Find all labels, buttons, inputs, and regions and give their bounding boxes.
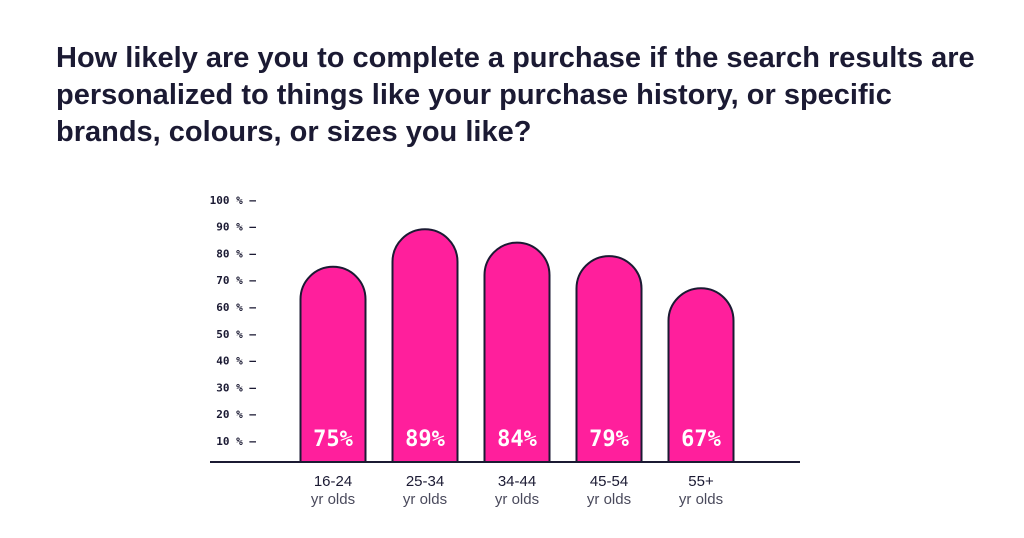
bar-value-label: 79%: [589, 427, 629, 452]
y-axis: 10 % — 20 % — 30 % — 40 % — 50 % — 60 % — 70 %…: [210, 194, 257, 448]
y-tick-label: 30 % —: [216, 381, 256, 394]
bar-4: [667, 287, 735, 463]
bar-value-label: 84%: [497, 427, 537, 452]
x-tick-sublabel: yr olds: [403, 491, 447, 508]
bars-group: 75% 89% 84% 79% 67%: [299, 228, 735, 463]
y-tick-label: 100 % —: [210, 194, 257, 207]
x-tick-label: 25-34: [406, 473, 444, 490]
y-tick-label: 80 % —: [216, 247, 256, 260]
y-tick-label: 40 % —: [216, 355, 256, 368]
y-tick-label: 90 % —: [216, 221, 256, 234]
bar-value-label: 89%: [405, 427, 445, 452]
x-tick-label: 16-24: [314, 473, 352, 490]
x-tick-sublabel: yr olds: [587, 491, 631, 508]
y-tick-label: 50 % —: [216, 328, 256, 341]
bar-2: [483, 241, 551, 463]
y-tick-label: 60 % —: [216, 301, 256, 314]
chart-title: How likely are you to complete a purchas…: [56, 42, 975, 148]
bar-3: [575, 255, 643, 463]
x-tick-sublabel: yr olds: [495, 491, 539, 508]
x-tick-sublabel: yr olds: [679, 491, 723, 508]
x-tick-label: 45-54: [590, 473, 628, 490]
bar-0: [299, 265, 367, 463]
x-tick-sublabel: yr olds: [311, 491, 355, 508]
x-tick-label: 55+: [688, 473, 714, 490]
x-tick-label: 34-44: [498, 473, 536, 490]
y-tick-label: 10 % —: [216, 435, 256, 448]
bar-value-label: 67%: [681, 427, 721, 452]
bar-1: [391, 228, 459, 463]
bar-value-label: 75%: [313, 427, 353, 452]
y-tick-label: 20 % —: [216, 408, 256, 421]
y-tick-label: 70 % —: [216, 274, 256, 287]
